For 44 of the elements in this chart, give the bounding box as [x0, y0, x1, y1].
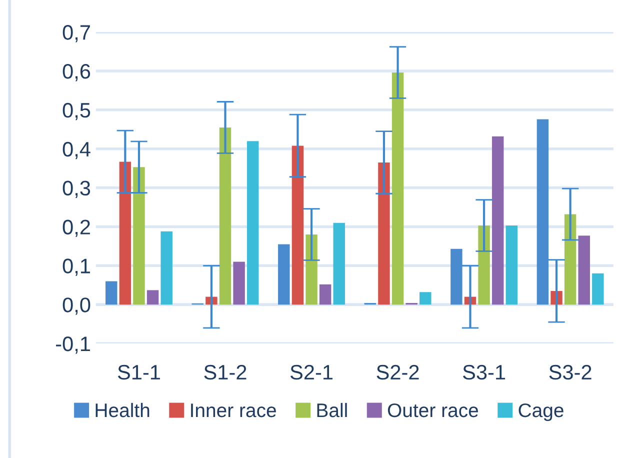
- y-tick-label: 0,3: [62, 180, 90, 198]
- legend-label: Ball: [317, 402, 347, 418]
- bar: [420, 292, 432, 305]
- y-tick-label: 0,2: [62, 220, 90, 237]
- bar: [106, 281, 118, 305]
- bar: [392, 72, 404, 305]
- x-tick-label: S2-1: [290, 364, 332, 380]
- y-tick-label: 0,4: [62, 142, 90, 160]
- y-tick-label: -0,1: [56, 336, 90, 354]
- bar: [233, 262, 245, 305]
- bar: [536, 119, 549, 305]
- x-tick-label: S3-2: [549, 364, 592, 380]
- bar: [219, 127, 232, 305]
- bar: [160, 231, 172, 305]
- bar: [506, 226, 518, 305]
- y-tick-label: 0,7: [62, 25, 90, 42]
- bar: [333, 222, 345, 305]
- bar: [119, 162, 132, 305]
- legend-label: Outer race: [388, 403, 478, 418]
- bar: [319, 284, 332, 305]
- bar: [578, 236, 590, 305]
- bar: [564, 214, 576, 305]
- bar: [450, 248, 462, 305]
- bar: [592, 273, 604, 305]
- bar: [278, 244, 290, 305]
- legend-label: Cage: [518, 403, 564, 422]
- bar: [246, 141, 259, 305]
- y-tick-label: 0,6: [62, 64, 90, 82]
- bar: [478, 226, 490, 305]
- x-tick-label: S3-1: [462, 364, 506, 380]
- x-tick-label: S2-2: [376, 364, 419, 380]
- legend-label: Health: [96, 402, 150, 418]
- x-tick-label: S1-2: [204, 364, 246, 380]
- y-tick-label: 0,1: [62, 258, 90, 276]
- y-tick-label: 0,5: [62, 102, 90, 120]
- bar: [133, 167, 145, 305]
- bar: [292, 146, 304, 305]
- bar: [306, 234, 318, 305]
- bar: [378, 162, 390, 305]
- bar: [146, 290, 159, 305]
- legend-label: Inner race: [191, 404, 276, 418]
- y-tick-label: 0,0: [62, 298, 90, 315]
- x-tick-label: S1-1: [118, 364, 160, 380]
- bar: [492, 136, 504, 305]
